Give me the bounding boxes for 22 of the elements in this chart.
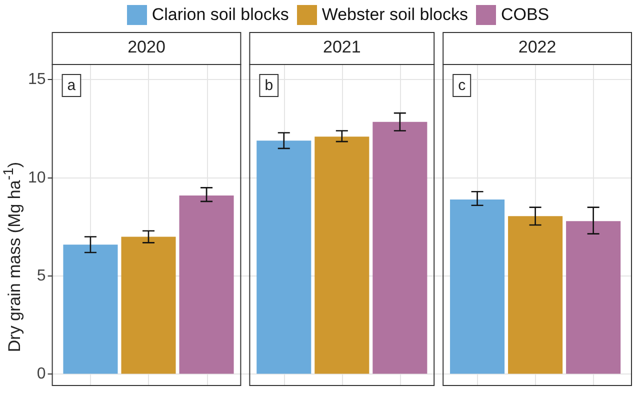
bar xyxy=(314,136,370,374)
legend-label: Clarion soil blocks xyxy=(152,5,289,25)
y-tick-label: 10 xyxy=(28,169,46,186)
y-tick-label: 5 xyxy=(36,267,46,284)
bar xyxy=(372,122,428,374)
bar xyxy=(121,236,176,374)
x-tick-label: 2021 xyxy=(322,38,361,57)
x-tick-label: 2020 xyxy=(128,38,166,57)
bar xyxy=(566,221,621,374)
bar xyxy=(63,244,118,374)
annotation: c xyxy=(458,77,466,94)
annotation: b xyxy=(264,77,274,94)
y-tick-label: 0 xyxy=(36,366,46,383)
y-tick-label: 15 xyxy=(28,71,46,88)
bar xyxy=(256,140,312,374)
annotation: a xyxy=(67,77,76,94)
bar xyxy=(450,199,505,374)
legend-label: Webster soil blocks xyxy=(322,5,468,25)
bar xyxy=(179,196,234,374)
x-tick-label: 2022 xyxy=(518,38,556,57)
bar xyxy=(508,216,563,374)
legend-label: COBS xyxy=(500,5,550,25)
